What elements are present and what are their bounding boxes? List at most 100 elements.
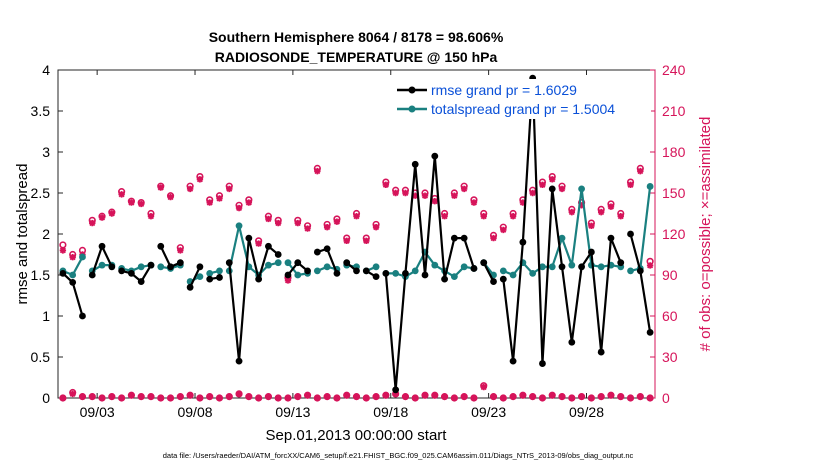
rmse-point — [617, 259, 624, 266]
assimilated-obs-marker — [197, 176, 203, 182]
rmse-point — [539, 360, 546, 367]
assimilated-obs-marker — [226, 393, 232, 399]
assimilated-obs-marker — [618, 393, 624, 399]
rmse-point — [412, 161, 419, 168]
rmse-point — [206, 276, 213, 283]
rmse-point — [568, 339, 575, 346]
assimilated-obs-marker — [373, 224, 379, 230]
y-right-tick-label: 0 — [662, 390, 670, 406]
assimilated-obs-marker — [471, 199, 477, 205]
assimilated-obs-marker — [432, 392, 438, 398]
totalspread-point — [578, 186, 585, 193]
y-right-tick-label: 30 — [662, 349, 678, 365]
rmse-point — [392, 386, 399, 393]
y-left-tick-label: 4 — [42, 62, 50, 78]
rmse-point — [294, 259, 301, 266]
assimilated-obs-marker — [461, 393, 467, 399]
y-left-tick-label: 0 — [42, 390, 50, 406]
rmse-point — [451, 235, 458, 242]
assimilated-obs-marker — [529, 190, 535, 196]
totalspread-point — [392, 270, 399, 277]
assimilated-obs-marker — [226, 186, 232, 192]
rmse-point — [353, 268, 360, 275]
rmse-point — [197, 263, 204, 270]
assimilated-obs-marker — [187, 186, 193, 192]
assimilated-obs-marker — [216, 195, 222, 201]
assimilated-obs-marker — [500, 227, 506, 233]
assimilated-obs-marker — [148, 393, 154, 399]
legend-rmse-label: rmse grand pr = 1.6029 — [431, 82, 577, 98]
assimilated-obs-marker — [451, 395, 457, 401]
assimilated-obs-marker — [118, 395, 124, 401]
totalspread-point — [265, 262, 272, 269]
y-right-tick-label: 60 — [662, 308, 678, 324]
totalspread-point — [324, 263, 331, 270]
rmse-point — [187, 284, 194, 291]
totalspread-point — [461, 263, 468, 270]
rmse-point — [275, 251, 282, 258]
rmse-point — [510, 358, 517, 365]
rmse-point — [285, 272, 292, 279]
rmse-point — [500, 276, 507, 283]
chart-title-line2: RADIOSONDE_TEMPERATURE @ 150 hPa — [215, 49, 498, 65]
y-left-tick-label: 0.5 — [31, 349, 51, 365]
assimilated-obs-marker — [99, 214, 105, 220]
assimilated-obs-marker — [627, 395, 633, 401]
assimilated-obs-marker — [588, 395, 594, 401]
legend: rmse grand pr = 1.6029 totalspread grand… — [393, 79, 651, 119]
assimilated-obs-marker — [236, 391, 242, 397]
assimilated-obs-marker — [138, 393, 144, 399]
rmse-point — [138, 278, 145, 285]
assimilated-obs-marker — [265, 216, 271, 222]
assimilated-obs-marker — [138, 201, 144, 207]
assimilated-obs-marker — [167, 194, 173, 200]
y-left-tick-label: 1.5 — [31, 267, 51, 283]
assimilated-obs-marker — [177, 247, 183, 253]
assimilated-obs-marker — [324, 224, 330, 230]
assimilated-obs-marker — [481, 384, 487, 390]
figure: Southern Hemisphere 8064 / 8178 = 98.606… — [0, 0, 830, 470]
assimilated-obs-marker — [158, 184, 164, 190]
rmse-point — [255, 276, 262, 283]
assimilated-obs-marker — [578, 393, 584, 399]
assimilated-obs-marker — [490, 393, 496, 399]
assimilated-obs-marker — [344, 238, 350, 244]
rmse-point — [314, 249, 321, 256]
assimilated-obs-marker — [559, 186, 565, 192]
y-left-tick-label: 2.5 — [31, 185, 51, 201]
assimilated-obs-marker — [60, 247, 66, 253]
assimilated-obs-marker — [461, 186, 467, 192]
assimilated-obs-marker — [432, 198, 438, 204]
assimilated-obs-marker — [598, 209, 604, 215]
totalspread-point — [138, 263, 145, 270]
assimilated-obs-marker — [295, 393, 301, 399]
assimilated-obs-marker — [549, 176, 555, 182]
rmse-point — [441, 276, 448, 283]
assimilated-obs-marker — [392, 190, 398, 196]
rmse-point — [89, 272, 96, 279]
totalspread-point — [216, 268, 223, 275]
assimilated-obs-marker — [69, 254, 75, 260]
assimilated-obs-marker — [285, 395, 291, 401]
assimilated-obs-marker — [353, 393, 359, 399]
assimilated-obs-marker — [353, 213, 359, 219]
rmse-point — [118, 268, 125, 275]
y-left-tick-label: 1 — [42, 308, 50, 324]
assimilated-obs-marker — [569, 209, 575, 215]
assimilated-obs-marker — [197, 395, 203, 401]
assimilated-obs-marker — [422, 193, 428, 199]
rmse-point — [324, 245, 331, 252]
assimilated-obs-marker — [608, 392, 614, 398]
rmse-point — [265, 243, 272, 250]
x-tick-label: 09/18 — [373, 404, 408, 420]
assimilated-obs-marker — [167, 395, 173, 401]
assimilated-obs-marker — [383, 392, 389, 398]
assimilated-obs-marker — [148, 213, 154, 219]
assimilated-obs-marker — [539, 395, 545, 401]
assimilated-obs-marker — [471, 395, 477, 401]
assimilated-obs-marker — [549, 392, 555, 398]
rmse-point — [304, 268, 311, 275]
assimilated-obs-marker — [246, 393, 252, 399]
assimilated-obs-marker — [647, 395, 653, 401]
rmse-point — [471, 265, 478, 272]
